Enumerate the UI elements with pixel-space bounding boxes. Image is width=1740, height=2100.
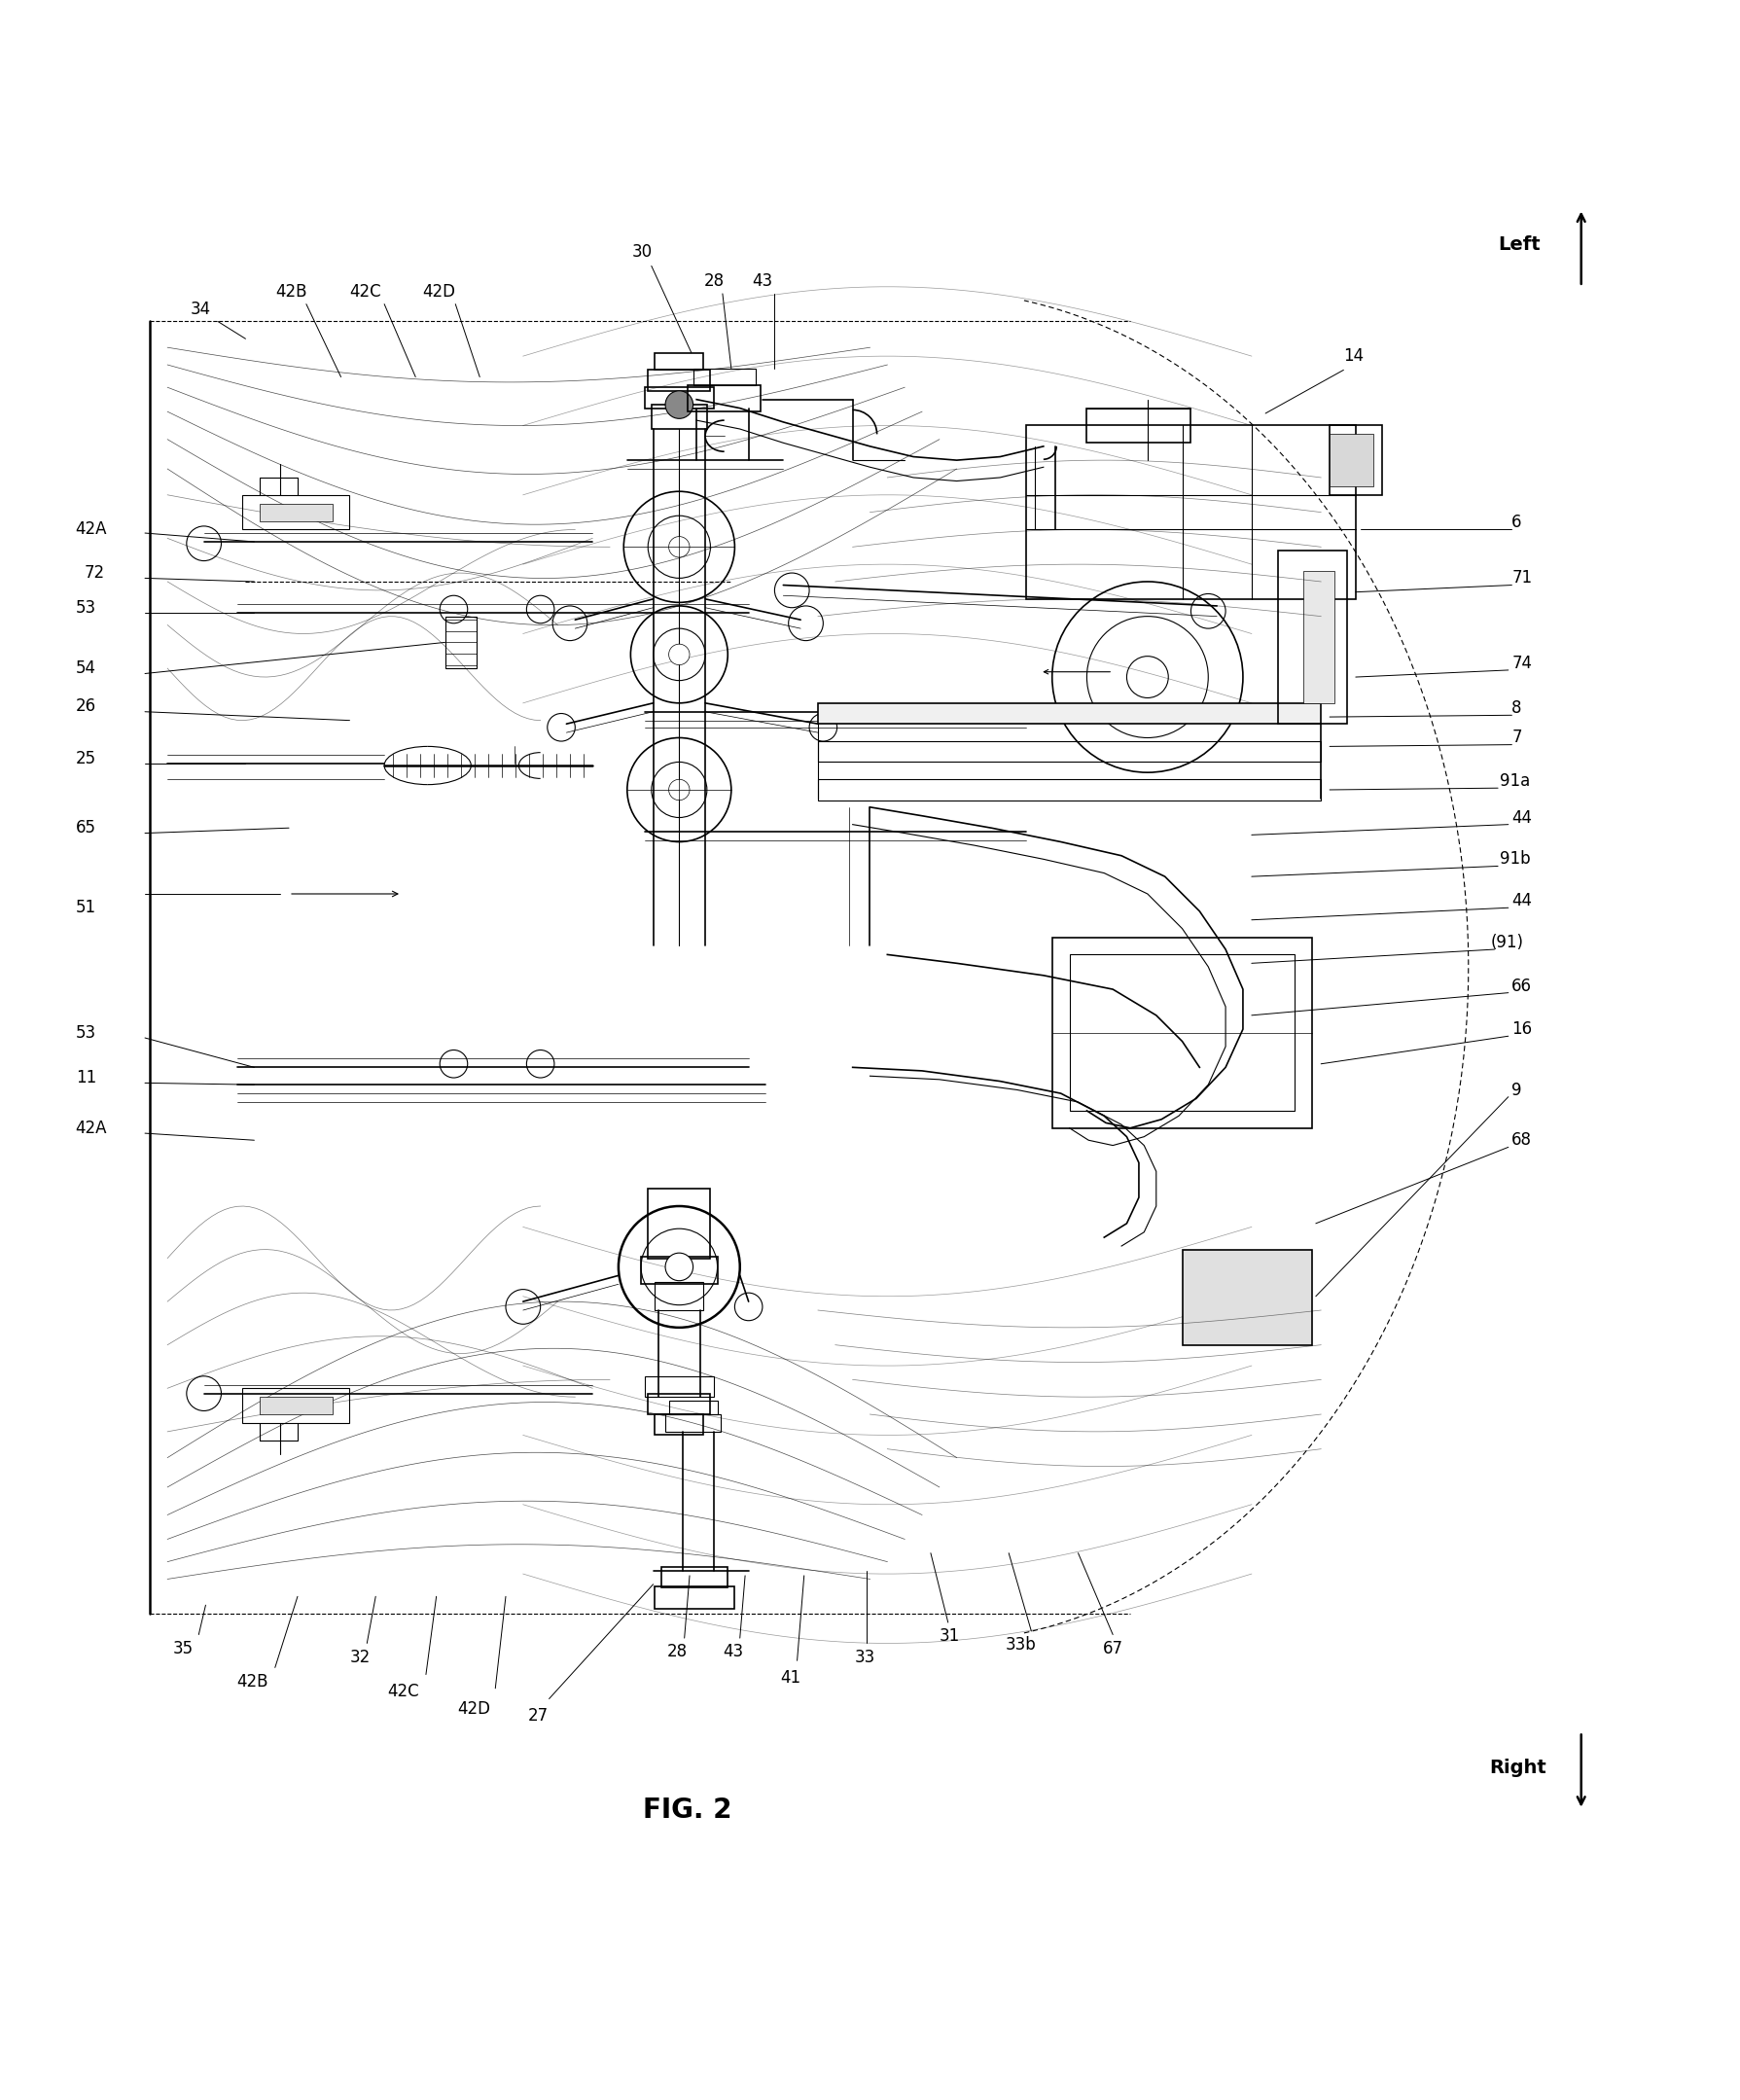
Circle shape — [668, 536, 689, 556]
Bar — [647, 1394, 710, 1413]
Bar — [654, 353, 703, 370]
Circle shape — [668, 645, 689, 666]
Bar — [1070, 956, 1295, 1111]
Bar — [654, 1586, 734, 1609]
Bar — [818, 741, 1321, 762]
Bar — [693, 368, 755, 386]
Text: 91b: 91b — [1500, 851, 1531, 867]
Circle shape — [665, 1254, 693, 1281]
Bar — [818, 779, 1321, 800]
Text: 41: 41 — [780, 1670, 800, 1686]
Text: 8: 8 — [1512, 699, 1522, 716]
Text: 34: 34 — [190, 300, 211, 317]
Text: 53: 53 — [75, 598, 96, 617]
Text: 28: 28 — [666, 1642, 687, 1661]
Text: 42D: 42D — [423, 284, 456, 300]
Text: 42A: 42A — [75, 521, 108, 538]
Text: 28: 28 — [703, 273, 724, 290]
Text: 42C: 42C — [388, 1682, 419, 1701]
Bar — [1181, 1250, 1312, 1344]
Bar — [1303, 571, 1335, 704]
Bar — [661, 1567, 727, 1588]
Text: 11: 11 — [75, 1069, 96, 1086]
Bar — [259, 504, 332, 521]
Bar — [1277, 550, 1347, 724]
Text: Left: Left — [1498, 235, 1540, 254]
Bar — [687, 386, 760, 412]
Bar — [242, 1388, 350, 1424]
Text: 51: 51 — [75, 899, 96, 916]
Bar — [1027, 426, 1355, 598]
Bar — [1329, 435, 1373, 487]
Text: 25: 25 — [75, 750, 96, 766]
Text: 43: 43 — [752, 273, 773, 290]
Text: 44: 44 — [1512, 892, 1533, 909]
Text: 42B: 42B — [275, 284, 306, 300]
Bar — [1088, 407, 1190, 443]
Text: 54: 54 — [75, 659, 96, 676]
Bar — [668, 1401, 717, 1413]
Bar — [1053, 937, 1312, 1128]
Bar — [654, 1283, 703, 1310]
Text: 42C: 42C — [350, 284, 381, 300]
Text: 42B: 42B — [237, 1674, 268, 1691]
Bar — [445, 615, 477, 668]
Text: 6: 6 — [1512, 515, 1522, 531]
Text: 68: 68 — [1512, 1132, 1533, 1149]
Bar — [1329, 426, 1382, 496]
Text: 91a: 91a — [1500, 773, 1529, 790]
Text: 35: 35 — [172, 1640, 193, 1657]
Text: 33: 33 — [854, 1649, 875, 1665]
Text: 66: 66 — [1512, 977, 1533, 995]
Bar — [259, 1397, 332, 1413]
Text: 42D: 42D — [458, 1701, 491, 1718]
Text: 42A: 42A — [75, 1119, 108, 1136]
Bar — [654, 1413, 703, 1434]
Bar — [651, 405, 706, 428]
Circle shape — [665, 391, 693, 418]
Text: 30: 30 — [632, 244, 652, 260]
Bar — [644, 1376, 713, 1396]
Text: 74: 74 — [1512, 655, 1533, 672]
Text: 32: 32 — [350, 1649, 371, 1665]
Text: 72: 72 — [84, 565, 104, 582]
Text: (91): (91) — [1491, 934, 1524, 951]
Bar — [640, 1256, 717, 1285]
Text: 27: 27 — [529, 1707, 548, 1724]
Text: 7: 7 — [1512, 729, 1522, 746]
Text: 14: 14 — [1343, 346, 1364, 365]
Text: 44: 44 — [1512, 809, 1533, 825]
Circle shape — [668, 779, 689, 800]
Text: 43: 43 — [722, 1642, 743, 1661]
Text: 31: 31 — [940, 1628, 960, 1644]
Text: 65: 65 — [75, 819, 96, 836]
Bar — [644, 386, 713, 407]
Bar — [242, 496, 350, 529]
Text: 26: 26 — [75, 697, 96, 716]
Text: 67: 67 — [1103, 1640, 1122, 1657]
Text: 53: 53 — [75, 1025, 96, 1042]
Bar — [647, 1189, 710, 1258]
Bar — [647, 370, 710, 391]
Bar — [818, 704, 1321, 724]
Text: 33b: 33b — [1006, 1636, 1037, 1655]
Text: Right: Right — [1489, 1760, 1547, 1777]
Bar — [665, 1413, 720, 1432]
Text: 16: 16 — [1512, 1021, 1533, 1037]
Text: 9: 9 — [1512, 1082, 1522, 1098]
Text: 71: 71 — [1512, 569, 1533, 586]
Text: FIG. 2: FIG. 2 — [644, 1796, 733, 1823]
